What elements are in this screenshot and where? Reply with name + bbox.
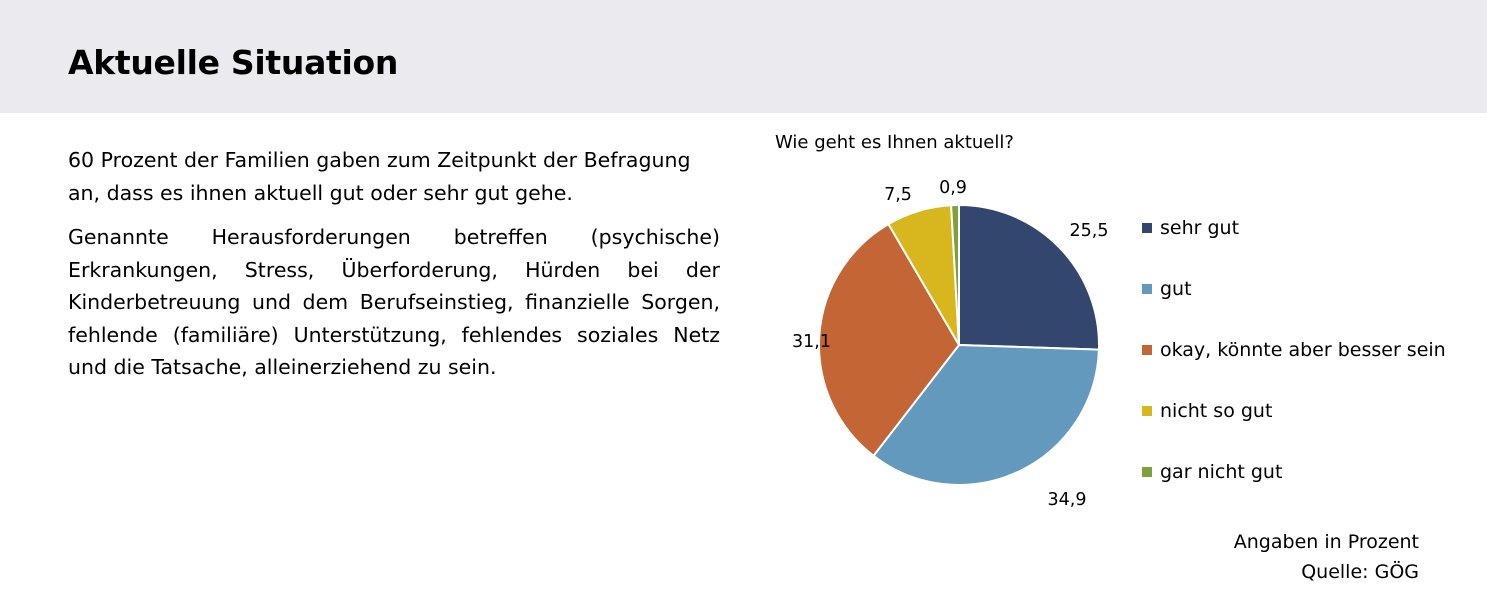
legend-swatch-2 — [1142, 345, 1152, 355]
paragraph-summary: 60 Prozent der Familien gaben zum Zeitpu… — [68, 148, 691, 205]
pie-slice-2 — [818, 222, 961, 458]
slice-value-label-0: 25,5 — [1070, 221, 1109, 241]
pie-chart: 25,5 34,9 31,1 7,5 0,9 — [792, 178, 1109, 510]
legend-label-4: gar nicht gut — [1160, 461, 1283, 483]
pie-slice-4 — [950, 203, 960, 346]
page-title: Aktuelle Situation — [68, 43, 399, 82]
chart-title: Wie geht es Ihnen aktuell? — [775, 132, 1014, 153]
pie-slice-1 — [872, 343, 1100, 486]
header-bar: Aktuelle Situation — [0, 0, 1487, 113]
legend-label-1: gut — [1160, 278, 1192, 300]
slice-value-label-1: 34,9 — [1048, 490, 1087, 510]
legend-swatch-0 — [1142, 223, 1152, 233]
legend-label-3: nicht so gut — [1160, 400, 1273, 422]
unit-note: Angaben in Prozent — [1233, 531, 1419, 553]
paragraph-challenges: Genannte Herausforderungen betreffen (ps… — [68, 225, 720, 379]
slice-value-label-3: 7,5 — [884, 185, 912, 205]
pie-slice-0 — [958, 203, 1100, 351]
slice-value-label-4: 0,9 — [939, 178, 967, 198]
legend-swatch-1 — [1142, 284, 1152, 294]
description-text: 60 Prozent der Familien gaben zum Zeitpu… — [68, 144, 720, 396]
legend-swatch-4 — [1142, 467, 1152, 477]
slice-value-label-2: 31,1 — [792, 332, 831, 352]
source-note: Quelle: GÖG — [1301, 561, 1419, 583]
legend-swatch-3 — [1142, 406, 1152, 416]
chart-notes: Angaben in Prozent Quelle: GÖG — [1234, 527, 1419, 587]
legend-label-0: sehr gut — [1160, 217, 1240, 239]
legend-label-2: okay, könnte aber besser sein — [1160, 339, 1446, 361]
